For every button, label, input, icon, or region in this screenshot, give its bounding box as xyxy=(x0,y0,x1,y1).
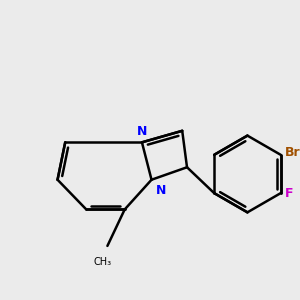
Text: F: F xyxy=(284,187,293,200)
Text: Br: Br xyxy=(284,146,300,159)
Text: CH₃: CH₃ xyxy=(94,257,112,267)
Text: N: N xyxy=(156,184,167,196)
Text: N: N xyxy=(137,125,147,139)
